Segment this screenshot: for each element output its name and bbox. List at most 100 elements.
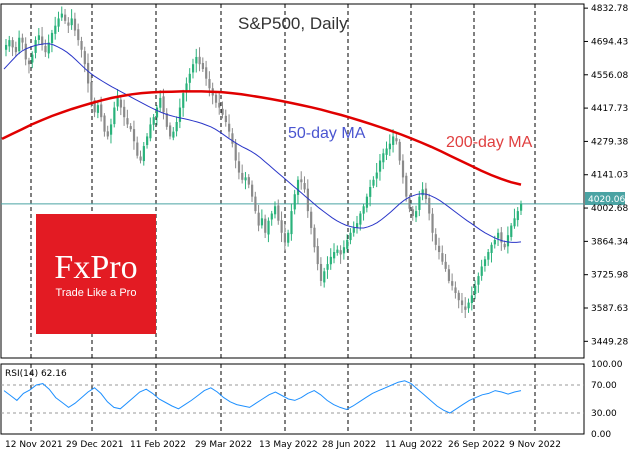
candle-body — [369, 187, 372, 197]
candle-body — [224, 115, 227, 122]
x-tick-label: 12 Nov 2021 — [5, 440, 63, 450]
candle-body — [411, 209, 414, 216]
candle-body — [342, 247, 346, 254]
candle-body — [21, 37, 24, 43]
current-price-label: 4020.06 — [588, 195, 625, 205]
y-tick-label: 4141.03 — [591, 171, 628, 181]
candle-body — [480, 266, 483, 276]
x-axis-ticks: 12 Nov 2021 29 Dec 2021 11 Feb 2022 29 Mar … — [5, 440, 561, 450]
candle-body — [106, 131, 109, 137]
candle-body — [109, 124, 113, 135]
candle-body — [277, 205, 280, 221]
candle-body — [421, 189, 424, 196]
candles — [5, 6, 523, 319]
ma50-annotation: 50-day MA — [288, 125, 366, 142]
candle-body — [231, 133, 234, 144]
candle-body — [198, 56, 201, 65]
candle-body — [77, 29, 80, 41]
candle-body — [195, 56, 198, 64]
fxpro-logo: FxPro Trade Like a Pro — [36, 214, 156, 334]
candle-body — [457, 292, 460, 301]
candle-body — [474, 285, 477, 295]
candle-body — [11, 40, 14, 48]
candle-body — [293, 194, 296, 210]
candle-body — [129, 126, 132, 130]
candle-body — [44, 45, 47, 53]
rsi-tick-label: 30.00 — [591, 409, 617, 419]
candle-body — [434, 234, 437, 245]
candle-body — [365, 196, 369, 208]
candle-body — [405, 175, 408, 197]
candle-body — [336, 249, 339, 253]
candle-body — [428, 198, 431, 214]
rsi-tick-label: 0.00 — [591, 430, 611, 440]
candle-body — [451, 281, 454, 286]
candle-body — [80, 40, 83, 50]
candle-body — [37, 35, 41, 40]
candle-body — [139, 156, 142, 161]
y-tick-label: 4002.68 — [591, 204, 628, 214]
candle-body — [93, 100, 96, 113]
candle-body — [159, 97, 162, 108]
candle-body — [208, 79, 211, 89]
candle-body — [470, 295, 473, 304]
candle-body — [60, 13, 63, 18]
candle-body — [355, 223, 359, 228]
candle-body — [497, 232, 500, 239]
candle-body — [126, 118, 129, 125]
rsi-grid — [1, 384, 584, 414]
candle-body — [316, 246, 319, 265]
candle-body — [90, 82, 93, 101]
candle-body — [487, 252, 490, 260]
candle-body — [64, 14, 67, 21]
rsi-frame — [0, 363, 585, 435]
rsi-tick-label: 100.00 — [591, 360, 623, 370]
candle-body — [31, 54, 34, 63]
candle-body — [73, 18, 77, 31]
logo-tagline: Trade Like a Pro — [56, 287, 137, 299]
rsi-tick-label: 70.00 — [591, 381, 617, 391]
candle-body — [172, 131, 175, 138]
x-tick-label: 11 Aug 2022 — [385, 440, 443, 450]
candle-body — [329, 256, 332, 265]
candle-body — [510, 225, 513, 237]
candle-body — [385, 148, 388, 155]
y-tick-label: 4694.43 — [591, 37, 628, 47]
candle-body — [178, 107, 182, 122]
candle-body — [431, 213, 434, 233]
candle-body — [516, 211, 519, 221]
candle-body — [418, 196, 421, 210]
candle-body — [267, 220, 270, 235]
candle-body — [264, 218, 267, 233]
y-axis-ticks: 4832.78 4694.43 4556.08 4417.73 4279.38 4141.… — [584, 4, 628, 347]
candle-body — [477, 276, 480, 285]
candle-body — [113, 107, 116, 125]
candle-body — [241, 172, 244, 180]
candle-body — [191, 64, 195, 73]
candle-body — [234, 143, 237, 161]
candle-body — [146, 136, 149, 146]
y-tick-label: 3587.63 — [591, 304, 628, 314]
candle-body — [513, 218, 516, 227]
rsi-label: RSI(14) 62.16 — [5, 369, 67, 379]
candle-body — [382, 153, 385, 163]
x-tick-label: 29 Mar 2022 — [195, 440, 252, 450]
candle-body — [221, 108, 224, 115]
candle-body — [228, 123, 231, 132]
logo-background — [36, 214, 156, 334]
x-tick-label: 29 Dec 2021 — [66, 440, 124, 450]
candle-body — [149, 124, 152, 139]
candle-body — [87, 62, 90, 84]
y-tick-label: 3864.34 — [591, 237, 628, 247]
candle-body — [136, 142, 139, 156]
candle-body — [205, 67, 208, 79]
ma200-line — [1, 90, 522, 186]
candle-body — [349, 232, 352, 241]
candle-body — [142, 146, 145, 162]
candle-body — [287, 232, 290, 243]
candle-body — [123, 106, 126, 118]
candle-body — [346, 240, 349, 249]
candle-body — [447, 269, 451, 281]
candle-body — [57, 18, 60, 27]
